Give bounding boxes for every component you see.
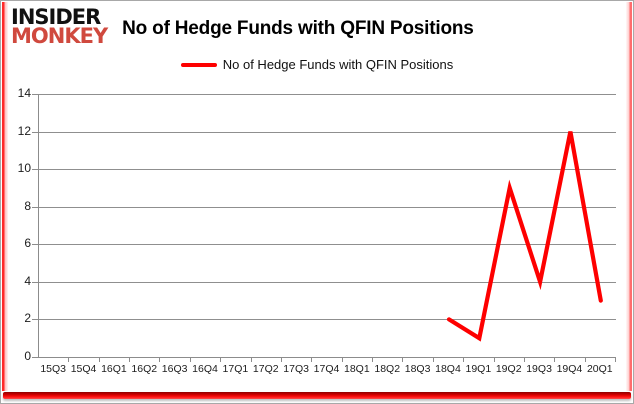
- x-axis-label-17Q2: 17Q2: [252, 363, 279, 375]
- chart-title: No of Hedge Funds with QFIN Positions: [122, 17, 474, 39]
- gridline-y-6: [39, 244, 616, 246]
- insider-monkey-logo: INSIDER MONKEY: [11, 5, 108, 49]
- x-axis-label-16Q1: 16Q1: [101, 363, 127, 375]
- x-axis-tick: [129, 358, 131, 362]
- y-axis-label-14: 14: [17, 86, 31, 100]
- legend-line-swatch: [180, 62, 217, 67]
- right-red-border: [626, 2, 632, 391]
- series-line: [446, 131, 603, 342]
- x-axis-tick: [220, 358, 222, 362]
- x-axis-tick: [432, 358, 434, 362]
- x-axis-label-15Q4: 15Q4: [70, 363, 97, 375]
- x-axis-label-17Q3: 17Q3: [283, 363, 309, 375]
- y-axis-tick: [32, 131, 38, 133]
- x-axis-tick: [250, 358, 252, 362]
- x-axis-tick: [159, 358, 161, 362]
- x-axis-tick: [554, 358, 556, 362]
- y-axis-tick: [32, 94, 38, 95]
- gridline-y-2: [39, 319, 616, 321]
- x-axis-label-18Q2: 18Q2: [374, 363, 401, 375]
- x-axis-tick: [493, 358, 495, 362]
- logo-line-insider: INSIDER: [11, 5, 101, 29]
- y-axis-tick: [32, 281, 38, 283]
- logo-line-monkey: MONKEY: [11, 24, 108, 49]
- legend: No of Hedge Funds with QFIN Positions: [1, 57, 633, 72]
- x-axis-tick: [98, 358, 100, 362]
- series-layer: [446, 131, 603, 342]
- y-axis-tick: [32, 169, 38, 171]
- x-axis-tick: [280, 358, 282, 362]
- left-red-border: [2, 2, 8, 391]
- x-axis-tick: [311, 358, 313, 362]
- y-axis-label-12: 12: [17, 123, 31, 138]
- x-axis-label-16Q3: 16Q3: [161, 363, 188, 375]
- legend-label: No of Hedge Funds with QFIN Positions: [222, 57, 454, 72]
- x-axis-label-17Q1: 17Q1: [222, 363, 249, 375]
- x-axis-tick: [584, 358, 586, 362]
- y-axis-label-4: 4: [24, 273, 31, 288]
- gridline-y-10: [39, 169, 616, 171]
- x-axis-tick: [341, 358, 343, 362]
- x-axis-tick: [615, 358, 616, 362]
- y-axis-label-10: 10: [17, 161, 31, 176]
- plot-area: [38, 94, 616, 358]
- x-axis-tick: [463, 358, 465, 362]
- y-axis-tick: [32, 357, 38, 358]
- bottom-red-border: [3, 392, 631, 399]
- gridline-y-12: [39, 131, 616, 133]
- x-axis-label-18Q4: 18Q4: [435, 363, 461, 375]
- x-axis-label-18Q1: 18Q1: [344, 363, 370, 375]
- x-axis-label-19Q1: 19Q1: [465, 363, 492, 375]
- y-axis-tick: [32, 206, 38, 208]
- gridline-y-14: [39, 94, 616, 95]
- y-axis-label-6: 6: [24, 236, 31, 251]
- header: INSIDER MONKEY No of Hedge Funds with QF…: [11, 5, 474, 49]
- x-axis-tick: [372, 358, 374, 362]
- y-axis-tick: [32, 319, 38, 321]
- x-axis-tick: [189, 358, 191, 362]
- y-axis-label-2: 2: [24, 311, 31, 326]
- gridline-y-4: [39, 281, 616, 283]
- x-axis-tick: [523, 358, 525, 362]
- x-axis-label-18Q3: 18Q3: [404, 363, 431, 375]
- x-axis-label-19Q3: 19Q3: [526, 363, 552, 375]
- x-axis-label-20Q1: 20Q1: [586, 363, 613, 375]
- x-axis-tick: [402, 358, 404, 362]
- y-axis-label-8: 8: [24, 198, 31, 213]
- x-axis-label-19Q2: 19Q2: [495, 363, 522, 375]
- x-axis-label-17Q4: 17Q4: [313, 363, 340, 375]
- x-axis-label-16Q4: 16Q4: [192, 363, 218, 375]
- x-axis-label-19Q4: 19Q4: [556, 363, 583, 375]
- x-axis-label-16Q2: 16Q2: [131, 363, 158, 375]
- x-axis-label-15Q3: 15Q3: [40, 363, 67, 375]
- x-axis-tick: [68, 358, 70, 362]
- y-axis-label-0: 0: [24, 349, 31, 363]
- y-axis-tick: [32, 244, 38, 246]
- gridline-y-8: [39, 206, 616, 208]
